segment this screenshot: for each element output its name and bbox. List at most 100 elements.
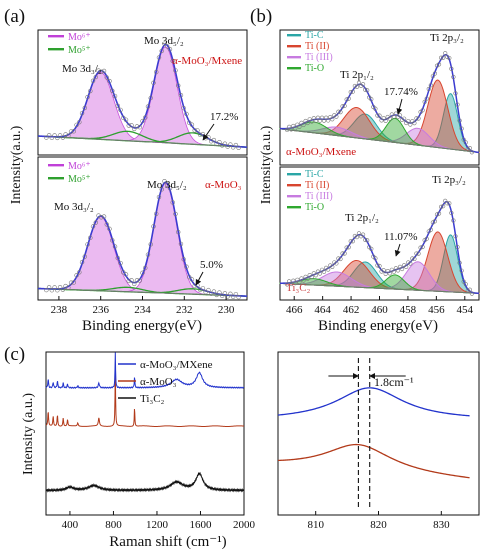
background-line <box>279 282 480 294</box>
raw-data-point <box>285 282 290 287</box>
raw-data-point <box>377 263 382 269</box>
raw-data-point <box>93 74 99 80</box>
raw-data-point <box>467 287 472 292</box>
raw-data-point <box>186 120 192 125</box>
sample-label-a-bot: α-MoO₃ <box>205 179 242 191</box>
legend-entry-2: Ti (III) <box>305 191 333 202</box>
panel-a-xaxis: 238 236 234 232 230 <box>51 296 235 316</box>
raw-data-point <box>145 252 151 257</box>
raw-data-point <box>101 68 107 74</box>
raw-data-point <box>46 285 52 290</box>
legend-entry-0: Ti-C <box>305 169 324 180</box>
raw-data-point <box>151 224 156 229</box>
raw-data-point <box>176 229 181 235</box>
raw-data-point <box>416 116 421 121</box>
peak-label-ti2p12-b: Ti 2p₁/₂ <box>345 212 379 224</box>
raw-data-point <box>373 106 378 111</box>
raw-data-point <box>287 124 292 129</box>
annotation-11-07: 11.07% <box>384 231 418 243</box>
raw-data-point <box>428 83 433 88</box>
raw-data-point <box>293 281 298 286</box>
raw-data-point <box>408 122 413 127</box>
legend-ti3c2: Ti₃C₂ <box>140 393 165 405</box>
x-tick-label: 460 <box>371 304 388 316</box>
raw-data-point <box>416 251 421 256</box>
raw-data-point <box>74 122 79 128</box>
legend-entry-0: Ti-C <box>305 30 324 41</box>
raw-data-point <box>208 139 214 144</box>
raw-data-point <box>195 128 200 133</box>
raw-data-point <box>375 113 380 118</box>
raw-data-point <box>441 204 446 209</box>
raw-data-point <box>233 291 239 297</box>
raw-data-point <box>143 115 148 120</box>
x-tick-label: 236 <box>92 304 109 316</box>
raw-data-point <box>88 88 93 94</box>
raw-data-point <box>115 255 120 261</box>
raw-data-point <box>123 272 129 277</box>
raw-data-point <box>391 269 396 274</box>
raw-data-point <box>46 133 52 138</box>
raw-data-point <box>455 245 460 250</box>
raw-data-point <box>301 122 306 127</box>
legend-swatch-2 <box>287 56 301 59</box>
ylabel-a: Intensity(a.u.) <box>9 125 24 204</box>
annotation-17-2: 17.2% <box>210 111 238 123</box>
legend-swatch-0 <box>287 34 301 37</box>
raw-data-point <box>63 132 68 137</box>
panel-a-top-frame <box>37 29 248 156</box>
legend-swatch-3 <box>287 67 301 70</box>
raw-data-point <box>381 116 386 121</box>
raw-data-point <box>297 279 302 285</box>
raw-data-point <box>167 46 173 52</box>
panel-letter-b: (b) <box>250 6 272 27</box>
raw-data-point <box>134 124 140 129</box>
legend-mo6: Mo⁶⁺ <box>68 32 91 43</box>
raw-data-point <box>434 212 440 217</box>
raw-data-point <box>348 239 353 244</box>
raman-zoom-moo3 <box>277 443 470 479</box>
raw-data-point <box>334 114 339 119</box>
peak-label-mo3d52: Mo 3d₅/₂ <box>144 35 184 47</box>
raw-data-point <box>414 251 419 256</box>
raw-data-point <box>222 141 228 146</box>
x-tick-label: 456 <box>428 304 445 316</box>
raw-data-point <box>57 133 63 138</box>
raw-data-point <box>156 55 162 60</box>
raw-data-point <box>217 290 222 295</box>
raw-data-point <box>132 126 137 132</box>
raw-data-point <box>457 118 462 123</box>
raw-data-point <box>399 117 405 122</box>
x-tick-label: 466 <box>286 304 303 316</box>
raw-data-point <box>447 55 452 61</box>
legend-entry-1: Ti (II) <box>305 41 329 52</box>
raw-data-point <box>297 124 302 129</box>
raw-data-point <box>321 269 327 274</box>
raw-data-point <box>330 117 335 122</box>
raw-data-point <box>418 245 423 250</box>
raw-data-point <box>436 62 442 67</box>
raw-data-point <box>311 116 316 121</box>
ylabel-c: Intensity (a.u.) <box>21 393 36 475</box>
x-tick-label: 1600 <box>189 519 212 531</box>
raw-data-point <box>326 118 331 123</box>
raw-data-point <box>443 51 448 56</box>
raw-data-point <box>200 286 206 291</box>
raw-data-point <box>228 291 233 297</box>
raw-data-point <box>369 246 374 252</box>
panel-b-xaxis: 466 464 462 460 458 456 454 <box>286 296 474 316</box>
raw-data-point <box>445 54 450 60</box>
raw-data-point <box>170 200 175 205</box>
panel-a-top: Mo⁶⁺ Mo⁵⁺ Mo 3d₃/₂ Mo 3d₅/₂ α-MoO₃/Mxene… <box>37 29 248 156</box>
raman-zoom-moo3-mxene <box>277 387 470 417</box>
raw-data-point <box>107 226 112 232</box>
raw-data-point <box>176 83 181 88</box>
raw-data-point <box>57 285 63 290</box>
raw-data-point <box>332 260 337 265</box>
raw-data-point <box>426 86 431 92</box>
x-tick-label: 230 <box>218 304 235 316</box>
raw-data-point <box>162 41 167 46</box>
raw-data-point <box>385 268 390 274</box>
raw-data-point <box>189 122 195 127</box>
raw-data-point <box>184 264 189 269</box>
